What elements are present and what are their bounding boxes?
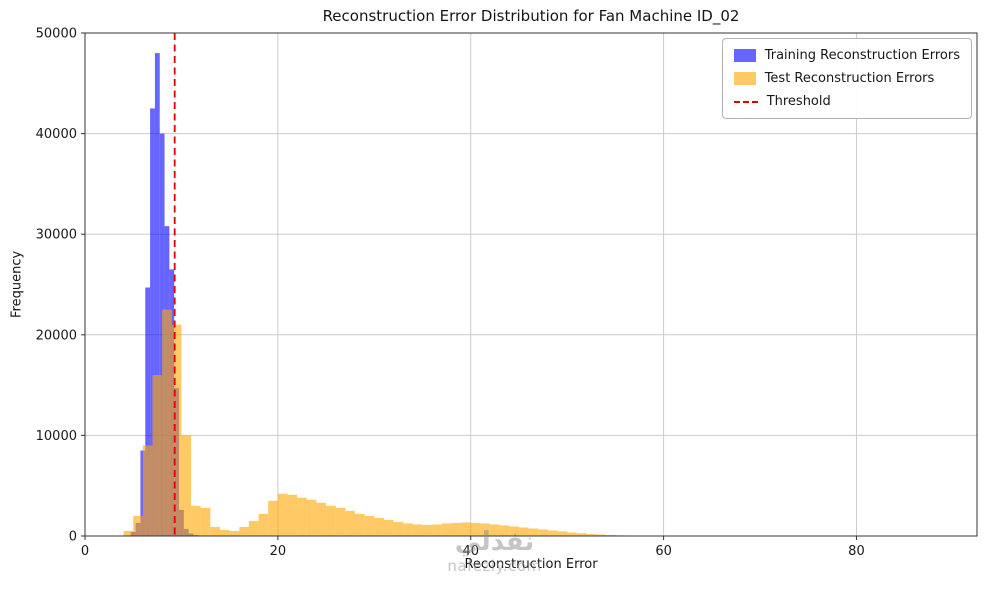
- histogram-bar: [586, 533, 597, 536]
- histogram-bar: [142, 445, 153, 536]
- histogram-bar: [150, 108, 155, 536]
- histogram-bar: [393, 521, 404, 536]
- training-swatch: [733, 49, 756, 62]
- legend-label-threshold: Threshold: [766, 94, 831, 109]
- histogram-bar: [335, 507, 346, 536]
- histogram-bar: [181, 435, 192, 536]
- x-tick-label: 0: [81, 544, 89, 559]
- histogram-bar: [248, 520, 259, 536]
- legend-label-training: Training Reconstruction Errors: [764, 48, 960, 63]
- histogram-bar: [596, 534, 606, 536]
- histogram-bar: [200, 507, 211, 536]
- y-tick-label: 10000: [36, 429, 77, 444]
- histogram-bar: [432, 524, 442, 536]
- histogram-bar: [191, 505, 201, 536]
- histogram-bar: [499, 525, 510, 536]
- histogram-bar: [345, 510, 356, 536]
- histogram-bar: [297, 497, 307, 536]
- test-swatch: [733, 72, 756, 85]
- threshold-dash-icon: [733, 100, 758, 103]
- histogram-bar: [133, 515, 143, 536]
- histogram-bar: [364, 515, 375, 536]
- legend-label-test: Test Reconstruction Errors: [764, 71, 935, 86]
- y-tick-label: 0: [69, 530, 77, 545]
- histogram-bar: [422, 524, 433, 536]
- histogram-bar: [374, 517, 384, 536]
- histogram-bar: [518, 527, 529, 536]
- x-tick-label: 80: [848, 544, 865, 559]
- histogram-bar: [123, 530, 134, 536]
- histogram-bar: [145, 287, 151, 536]
- histogram-bar: [306, 499, 317, 536]
- histogram-bar: [239, 526, 249, 536]
- y-tick-label: 20000: [36, 328, 77, 343]
- histogram-bar: [210, 526, 221, 536]
- histogram-bar: [441, 523, 452, 536]
- histogram-bar: [268, 500, 278, 536]
- histogram-bar: [528, 528, 539, 536]
- histogram-bar: [162, 309, 172, 536]
- histogram-bar: [576, 533, 587, 536]
- histogram-bar: [403, 523, 413, 536]
- histogram-bar: [490, 524, 500, 536]
- histogram-bar: [229, 530, 240, 536]
- histogram-bar: [470, 522, 481, 536]
- histogram-bar: [152, 375, 163, 536]
- y-tick-label: 50000: [36, 27, 77, 42]
- histogram-bar: [220, 529, 230, 536]
- legend-item-threshold: Threshold: [733, 94, 960, 109]
- histogram-bar: [509, 526, 519, 536]
- histogram-bar: [287, 494, 298, 536]
- histogram-bar: [538, 529, 548, 536]
- y-tick-label: 40000: [36, 127, 77, 142]
- plot-frame: [84, 32, 978, 537]
- x-axis-label: Reconstruction Error: [464, 557, 598, 572]
- histogram-bar: [480, 523, 491, 536]
- histogram-bar: [258, 513, 269, 536]
- histogram-bar: [547, 530, 558, 536]
- histogram-bar: [383, 519, 394, 536]
- x-tick-label: 40: [462, 544, 479, 559]
- y-axis-label: Frequency: [9, 250, 25, 319]
- x-tick-label: 20: [270, 544, 287, 559]
- histogram-bar: [316, 502, 327, 536]
- histogram-bar: [567, 532, 577, 536]
- legend-item-test: Test Reconstruction Errors: [733, 71, 960, 86]
- histogram-bar: [461, 522, 471, 536]
- x-tick-label: 60: [655, 544, 672, 559]
- chart-title: Reconstruction Error Distribution for Fa…: [322, 7, 740, 25]
- histogram-bar: [557, 531, 568, 536]
- legend: Training Reconstruction Errors Test Reco…: [721, 38, 972, 119]
- test-histogram: [123, 309, 645, 536]
- y-tick-label: 30000: [36, 228, 77, 243]
- histogram-bar: [605, 534, 616, 536]
- histogram-bar: [355, 513, 365, 536]
- legend-item-training: Training Reconstruction Errors: [733, 48, 960, 63]
- histogram-bar: [326, 505, 336, 536]
- histogram-bar: [171, 324, 182, 536]
- histogram-bar: [154, 53, 160, 537]
- histogram-bar: [451, 522, 462, 536]
- histogram-bar: [277, 493, 288, 536]
- histogram-bar: [412, 524, 423, 536]
